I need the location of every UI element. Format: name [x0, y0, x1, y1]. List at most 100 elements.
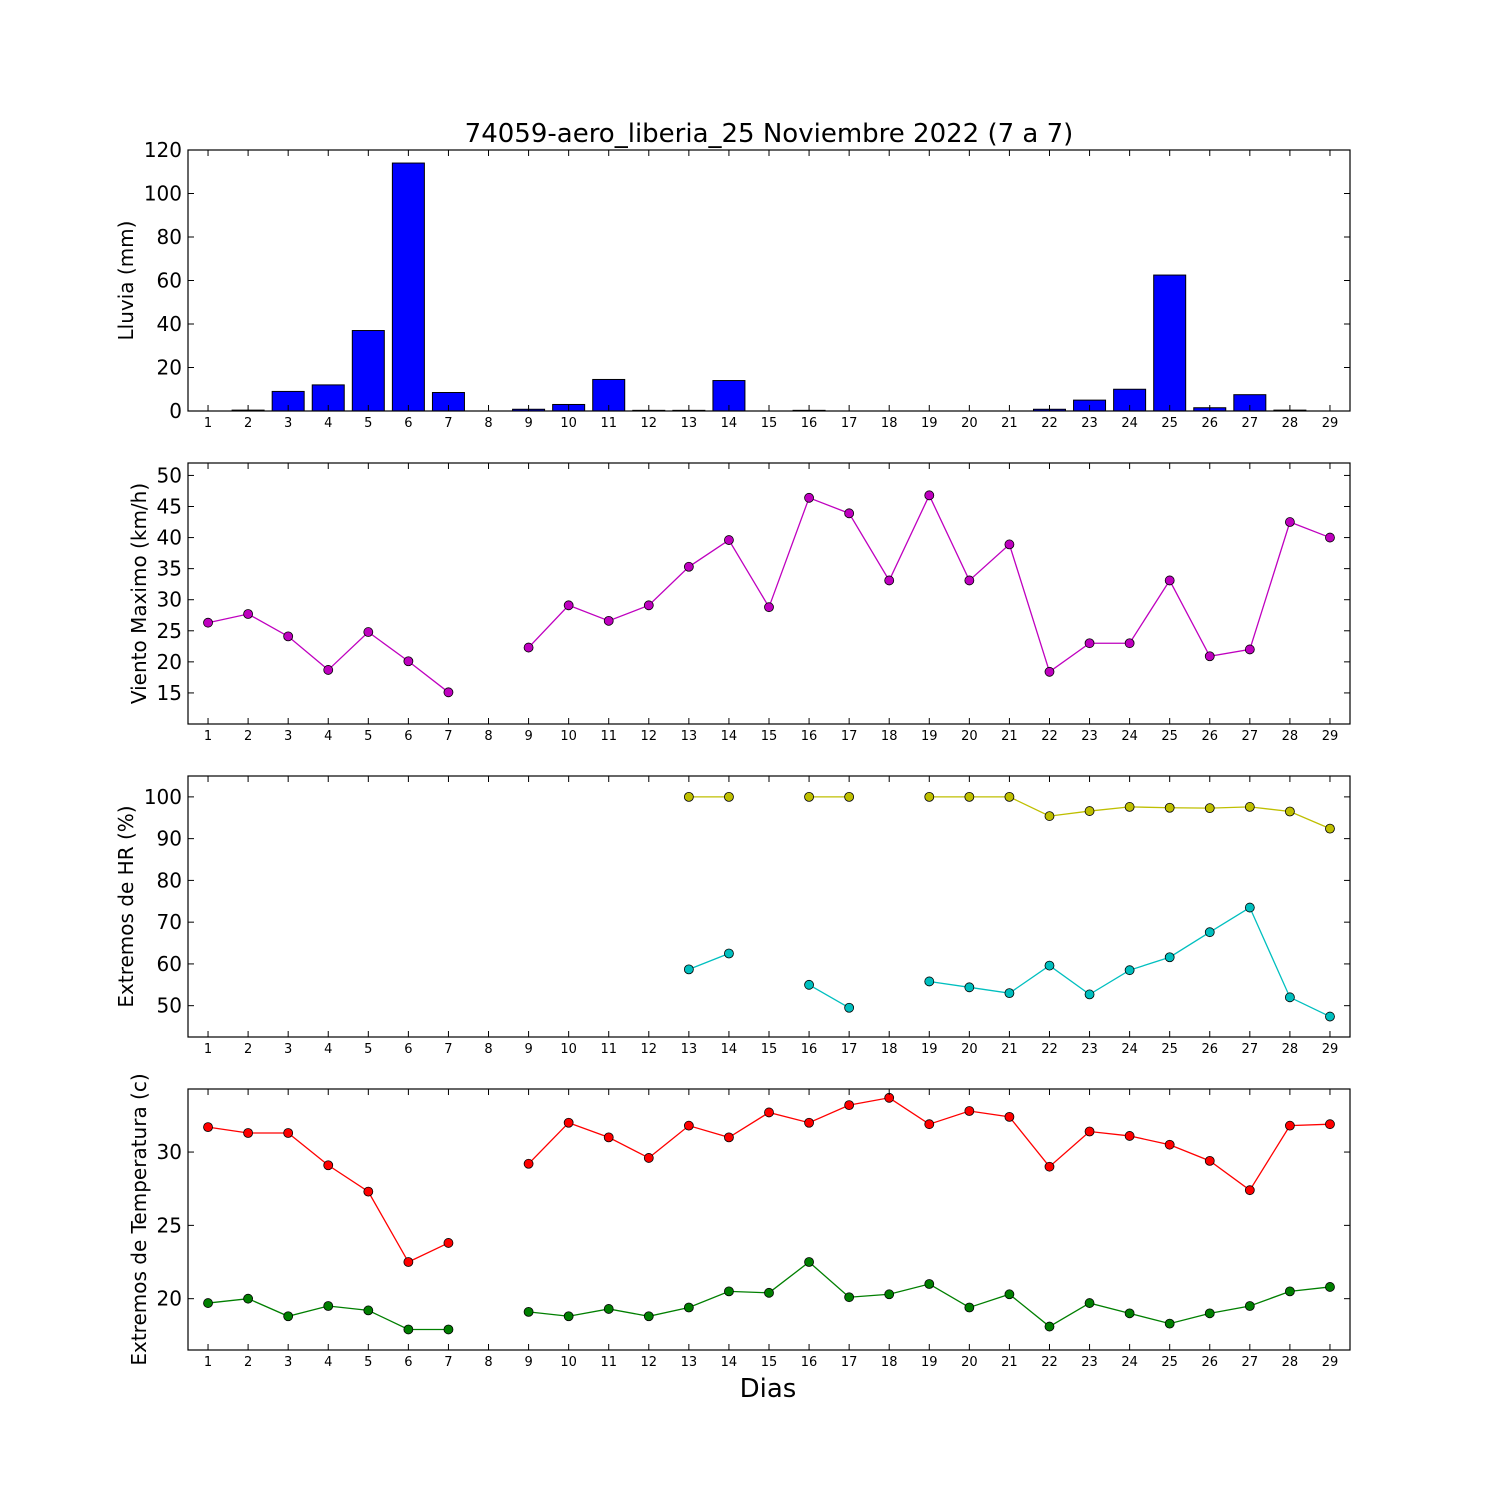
x-tick-label: 2 [244, 1042, 252, 1057]
point-temp_max-day-12 [643, 1153, 654, 1163]
x-tick-label: 25 [1161, 1355, 1178, 1370]
point-wind-day-27 [1244, 644, 1255, 655]
x-tick-label: 2 [244, 729, 252, 744]
point-temp_max-day-27 [1244, 1185, 1255, 1196]
point-temp_max-day-6 [403, 1257, 414, 1267]
x-tick-label: 18 [881, 1355, 898, 1370]
y-tick-label: 25 [157, 619, 182, 643]
point-temp_min-day-17 [844, 1292, 855, 1303]
point-hr_max-day-22 [1044, 811, 1055, 821]
x-tick-label: 17 [841, 416, 858, 431]
x-tick-label: 15 [761, 1355, 778, 1370]
point-wind-day-22 [1044, 666, 1055, 677]
y-tick-label: 60 [157, 269, 182, 293]
x-tick-label: 5 [364, 416, 372, 431]
point-hr_min-day-28 [1284, 992, 1295, 1003]
series-line-hr_min [808, 984, 850, 1009]
x-tick-label: 1 [204, 1355, 212, 1370]
x-tick-label: 14 [721, 729, 738, 744]
point-hr_min-day-13 [683, 964, 694, 975]
x-tick-label: 11 [600, 1042, 617, 1057]
x-tick-label: 13 [681, 729, 698, 744]
point-temp_max-day-2 [243, 1128, 254, 1138]
x-tick-label: 26 [1201, 729, 1218, 744]
point-hr_max-day-26 [1204, 803, 1215, 814]
panel-2: 1 2 3 4 5 6 7 8 9 10 11 12 13 14 15 16 17 18 19 20 21 22 23 24 2… [127, 462, 1351, 744]
bar-day-6 [391, 162, 425, 412]
panel-3: 1 2 3 4 5 6 7 8 9 10 11 12 13 14 15 16 17 18 19 20 21 22 23 24 2… [114, 775, 1351, 1057]
point-hr_max-day-17 [844, 791, 855, 802]
point-temp_min-day-15 [764, 1287, 774, 1298]
x-tick-label: 4 [324, 1355, 332, 1370]
point-wind-day-9 [523, 642, 534, 653]
x-tick-label: 23 [1081, 1355, 1098, 1370]
x-tick-label: 20 [961, 1042, 978, 1057]
point-temp_max-day-26 [1204, 1155, 1215, 1166]
point-temp_max-day-4 [323, 1160, 334, 1171]
x-tick-label: 2 [244, 1355, 252, 1370]
x-tick-label: 27 [1242, 1042, 1259, 1057]
point-temp_min-day-22 [1044, 1321, 1055, 1332]
point-hr_max-day-25 [1164, 802, 1175, 813]
x-tick-label: 6 [404, 1042, 412, 1057]
y-tick-label: 80 [157, 225, 182, 249]
x-tick-label: 26 [1201, 1042, 1218, 1057]
x-tick-label: 24 [1121, 1355, 1138, 1370]
series-temp_min [203, 1257, 1335, 1335]
point-hr_max-day-20 [964, 791, 975, 802]
y-tick-label: 90 [157, 827, 182, 851]
x-tick-label: 15 [761, 1042, 778, 1057]
x-tick-label: 13 [681, 1355, 698, 1370]
x-tick-label: 7 [444, 416, 452, 431]
point-temp_min-day-26 [1204, 1308, 1215, 1319]
x-tick-label: 4 [324, 1042, 332, 1057]
point-temp_max-day-7 [443, 1238, 454, 1248]
point-temp_max-day-5 [363, 1186, 374, 1197]
point-temp_max-day-19 [924, 1119, 935, 1130]
point-wind-day-16 [804, 492, 814, 503]
point-temp_max-day-16 [804, 1117, 814, 1128]
point-temp_min-day-14 [724, 1286, 734, 1297]
point-wind-day-18 [884, 575, 895, 586]
x-tick-label: 3 [284, 729, 292, 744]
x-tick-label: 24 [1121, 729, 1138, 744]
x-tick-label: 28 [1282, 729, 1299, 744]
point-wind-day-13 [683, 561, 694, 572]
point-hr_min-day-21 [1004, 988, 1015, 999]
x-tick-label: 22 [1041, 1042, 1058, 1057]
point-wind-day-21 [1004, 539, 1015, 550]
point-temp_min-day-6 [403, 1324, 414, 1335]
series-temp_max [203, 1092, 1335, 1267]
point-temp_min-day-29 [1325, 1282, 1335, 1292]
point-temp_max-day-17 [844, 1100, 855, 1111]
y-axis-label: Extremos de HR (%) [114, 805, 138, 1007]
point-wind-day-20 [964, 575, 975, 586]
x-tick-label: 20 [961, 729, 978, 744]
x-tick-label: 3 [284, 1042, 292, 1057]
point-temp_min-day-5 [363, 1305, 374, 1316]
x-tick-label: 27 [1242, 1355, 1259, 1370]
y-tick-label: 20 [157, 650, 182, 674]
point-temp_min-day-21 [1004, 1289, 1015, 1300]
point-hr_max-day-21 [1004, 791, 1015, 802]
series-hr_max [683, 791, 1335, 834]
point-hr_min-day-26 [1204, 927, 1215, 938]
point-hr_max-day-28 [1284, 806, 1295, 817]
point-hr_min-day-24 [1124, 965, 1135, 976]
point-hr_min-day-22 [1044, 960, 1055, 971]
point-temp_min-day-19 [924, 1279, 935, 1289]
x-tick-label: 29 [1322, 416, 1339, 431]
x-tick-label: 24 [1121, 416, 1138, 431]
x-tick-label: 13 [681, 1042, 698, 1057]
y-axis-label: Extremos de Temperatura (c) [127, 1073, 151, 1365]
point-temp_max-day-25 [1164, 1139, 1175, 1150]
y-tick-label: 100 [144, 182, 182, 206]
x-tick-label: 9 [524, 1355, 532, 1370]
x-tick-label: 16 [801, 1355, 818, 1370]
point-wind-day-7 [443, 687, 454, 698]
point-wind-day-14 [724, 535, 734, 545]
point-wind-day-15 [764, 602, 774, 613]
point-temp_max-day-11 [603, 1132, 614, 1143]
point-hr_max-day-16 [804, 791, 814, 802]
point-temp_min-day-7 [443, 1324, 454, 1335]
